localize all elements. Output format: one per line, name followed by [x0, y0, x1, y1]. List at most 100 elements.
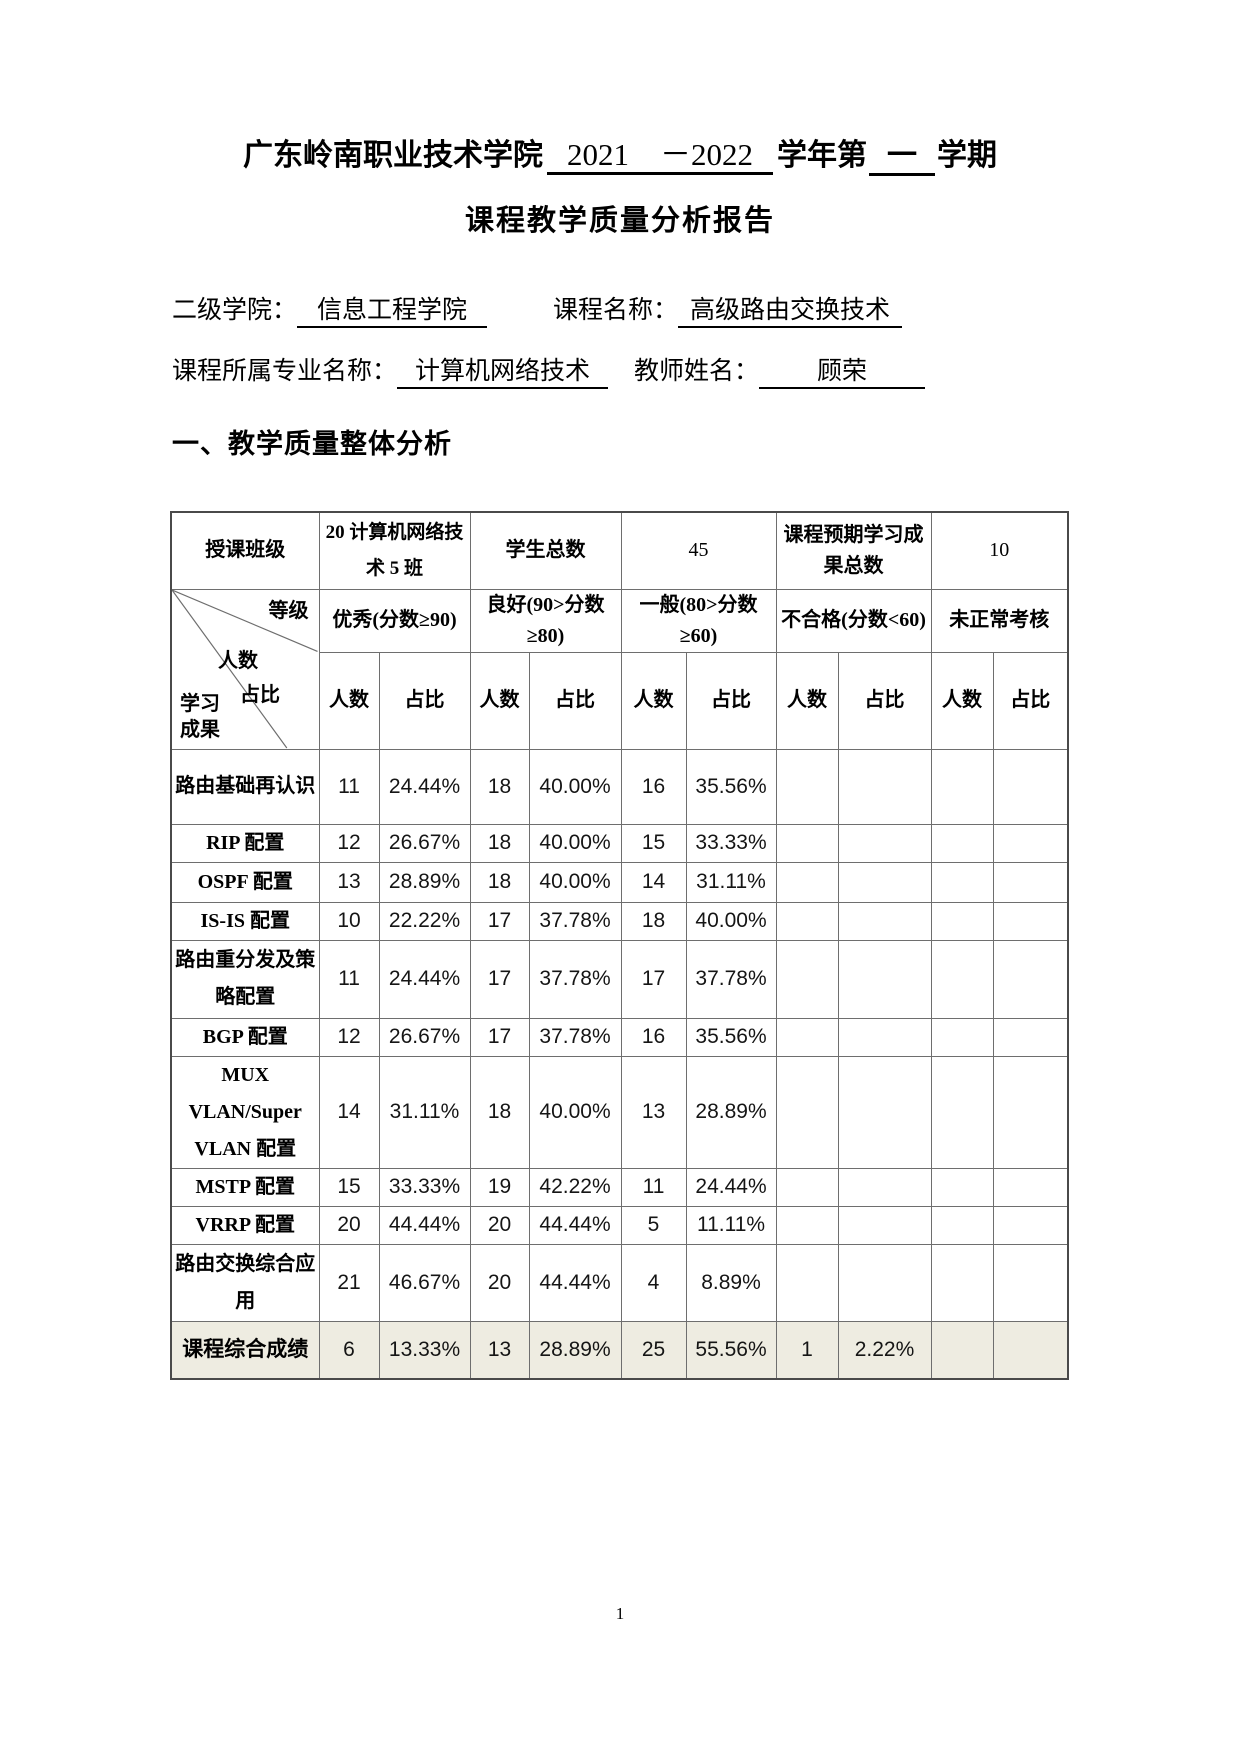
ratio-cell: [837, 1243, 932, 1322]
teacher-value: 顾荣: [759, 357, 926, 389]
count-cell: 17: [469, 901, 530, 941]
count-cell: 18: [469, 748, 530, 825]
title-term-number: 一: [869, 139, 935, 176]
corner-header-cell: 等级 人数 占比 学习成果: [170, 588, 320, 750]
table-row: OSPF 配置 13 28.89% 18 40.00% 14 31.11%: [170, 861, 1069, 903]
ratio-cell: [992, 1055, 1069, 1169]
count-cell: [775, 939, 839, 1019]
title-block: 广东岭南职业技术学院 2021 －2022 学年第一学期 课程教学质量分析报告: [0, 0, 1240, 239]
table-row: MUX VLAN/Super VLAN 配置 14 31.11% 18 40.0…: [170, 1055, 1069, 1169]
count-cell: [775, 1017, 839, 1057]
ratio-cell: 37.78%: [528, 1017, 622, 1057]
count-cell: 20: [469, 1205, 530, 1245]
row-label: 路由基础再认识: [170, 748, 320, 825]
row-label: BGP 配置: [170, 1017, 320, 1057]
ratio-cell: 37.78%: [685, 939, 777, 1019]
ratio-cell: 13.33%: [378, 1320, 471, 1380]
ratio-cell: [992, 939, 1069, 1019]
count-header: 人数: [318, 651, 380, 750]
count-cell: 13: [318, 861, 380, 903]
ratio-cell: 40.00%: [685, 901, 777, 941]
title-academic-years: 2021 －2022: [547, 138, 773, 175]
ratio-cell: 24.44%: [378, 748, 471, 825]
count-cell: [930, 748, 994, 825]
ratio-cell: 40.00%: [528, 748, 622, 825]
corner-outcome-label: 学习成果: [180, 692, 220, 741]
count-cell: 20: [469, 1243, 530, 1322]
count-cell: 5: [620, 1205, 687, 1245]
count-cell: 16: [620, 1017, 687, 1057]
count-cell: 11: [318, 748, 380, 825]
row-label: MSTP 配置: [170, 1167, 320, 1207]
ratio-cell: 55.56%: [685, 1320, 777, 1380]
ratio-cell: [992, 861, 1069, 903]
count-cell: [775, 1055, 839, 1169]
page-title: 广东岭南职业技术学院 2021 －2022 学年第一学期: [0, 136, 1240, 176]
ratio-cell: [837, 939, 932, 1019]
count-cell: 13: [469, 1320, 530, 1380]
count-cell: 16: [620, 748, 687, 825]
count-cell: 18: [469, 823, 530, 863]
table-row: 路由基础再认识 11 24.44% 18 40.00% 16 35.56%: [170, 748, 1069, 825]
ratio-cell: [992, 748, 1069, 825]
ratio-cell: [837, 901, 932, 941]
row-label: 路由交换综合应用: [170, 1243, 320, 1322]
row-label: OSPF 配置: [170, 861, 320, 903]
count-cell: [930, 1320, 994, 1380]
ratio-cell: 44.44%: [378, 1205, 471, 1245]
info-line-1: 二级学院： 信息工程学院 课程名称： 高级路由交换技术: [172, 293, 1070, 329]
table-row: VRRP 配置 20 44.44% 20 44.44% 5 11.11%: [170, 1205, 1069, 1245]
ratio-cell: 46.67%: [378, 1243, 471, 1322]
course-value: 高级路由交换技术: [678, 296, 903, 328]
row-label: MUX VLAN/Super VLAN 配置: [170, 1055, 320, 1169]
teacher-label: 教师姓名：: [634, 358, 760, 385]
ratio-cell: 24.44%: [685, 1167, 777, 1207]
count-cell: 21: [318, 1243, 380, 1322]
count-cell: 14: [318, 1055, 380, 1169]
table-row: BGP 配置 12 26.67% 17 37.78% 16 35.56%: [170, 1017, 1069, 1057]
ratio-cell: 31.11%: [685, 861, 777, 903]
count-cell: [930, 1017, 994, 1057]
count-cell: 25: [620, 1320, 687, 1380]
table-row: MSTP 配置 15 33.33% 19 42.22% 11 24.44%: [170, 1167, 1069, 1207]
count-cell: 17: [469, 939, 530, 1019]
ratio-header: 占比: [378, 651, 471, 750]
count-cell: 13: [620, 1055, 687, 1169]
section-heading: 一、教学质量整体分析: [172, 429, 452, 459]
students-label-cell: 学生总数: [469, 511, 622, 590]
ratio-cell: 2.22%: [837, 1320, 932, 1380]
count-cell: 18: [469, 1055, 530, 1169]
row-label: IS-IS 配置: [170, 901, 320, 941]
count-header: 人数: [930, 651, 994, 750]
ratio-cell: [992, 901, 1069, 941]
title-suffix: 学期: [937, 139, 997, 172]
ratio-cell: [992, 823, 1069, 863]
count-cell: [930, 861, 994, 903]
class-label-cell: 授课班级: [170, 511, 320, 590]
count-header: 人数: [620, 651, 687, 750]
ratio-cell: 35.56%: [685, 748, 777, 825]
title-mid: 学年第: [777, 139, 867, 172]
count-cell: [930, 1055, 994, 1169]
ratio-header: 占比: [992, 651, 1069, 750]
count-cell: [930, 1243, 994, 1322]
category-not-assessed: 未正常考核: [930, 588, 1069, 653]
ratio-cell: 37.78%: [528, 939, 622, 1019]
ratio-cell: [837, 1205, 932, 1245]
row-label: 课程综合成绩: [170, 1320, 320, 1380]
count-cell: [930, 939, 994, 1019]
count-cell: 12: [318, 823, 380, 863]
count-cell: 10: [318, 901, 380, 941]
ratio-cell: 24.44%: [378, 939, 471, 1019]
ratio-cell: [992, 1320, 1069, 1380]
count-cell: 18: [620, 901, 687, 941]
ratio-cell: 28.89%: [685, 1055, 777, 1169]
row-label: 路由重分发及策略配置: [170, 939, 320, 1019]
ratio-cell: 31.11%: [378, 1055, 471, 1169]
ratio-cell: 40.00%: [528, 1055, 622, 1169]
count-header: 人数: [775, 651, 839, 750]
page-number: 1: [615, 1604, 625, 1623]
table-row-subheaders: 人数 占比 人数 占比 人数 占比 人数 占比 人数 占比: [171, 651, 1069, 750]
ratio-cell: 37.78%: [528, 901, 622, 941]
corner-ratio-label: 占比: [240, 683, 280, 706]
